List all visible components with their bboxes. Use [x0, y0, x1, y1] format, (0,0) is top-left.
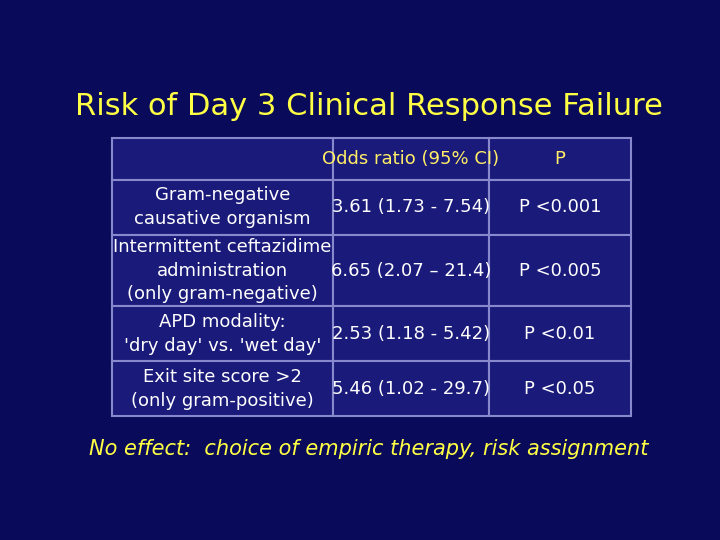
Text: 6.65 (2.07 – 21.4): 6.65 (2.07 – 21.4) [330, 261, 491, 280]
Bar [333, 138, 489, 180]
Text: P <0.01: P <0.01 [524, 325, 595, 343]
Bar [489, 138, 631, 180]
Bar [489, 180, 631, 235]
Bar [112, 180, 333, 235]
Text: P <0.005: P <0.005 [519, 261, 601, 280]
Text: No effect:  choice of empiric therapy, risk assignment: No effect: choice of empiric therapy, ri… [89, 440, 649, 460]
Bar [333, 235, 489, 306]
Bar [333, 306, 489, 361]
Text: 5.46 (1.02 - 29.7): 5.46 (1.02 - 29.7) [332, 380, 490, 398]
Text: APD modality:
'dry day' vs. 'wet day': APD modality: 'dry day' vs. 'wet day' [124, 313, 321, 355]
Bar [489, 235, 631, 306]
Bar [112, 361, 333, 416]
Bar [333, 361, 489, 416]
Text: P: P [554, 150, 565, 167]
Text: Exit site score >2
(only gram-positive): Exit site score >2 (only gram-positive) [131, 368, 314, 409]
Bar [112, 138, 333, 180]
Text: P <0.05: P <0.05 [524, 380, 596, 398]
Text: 2.53 (1.18 - 5.42): 2.53 (1.18 - 5.42) [332, 325, 490, 343]
Text: Gram-negative
causative organism: Gram-negative causative organism [134, 186, 311, 228]
Bar [112, 235, 333, 306]
Bar [112, 306, 333, 361]
Text: Intermittent ceftazidime
administration
(only gram-negative): Intermittent ceftazidime administration … [113, 238, 332, 303]
Bar [333, 180, 489, 235]
Text: Odds ratio (95% CI): Odds ratio (95% CI) [323, 150, 500, 167]
Text: 3.61 (1.73 - 7.54): 3.61 (1.73 - 7.54) [332, 198, 490, 216]
Text: Risk of Day 3 Clinical Response Failure: Risk of Day 3 Clinical Response Failure [75, 92, 663, 121]
Bar [489, 361, 631, 416]
Text: P <0.001: P <0.001 [519, 198, 601, 216]
Bar [489, 306, 631, 361]
